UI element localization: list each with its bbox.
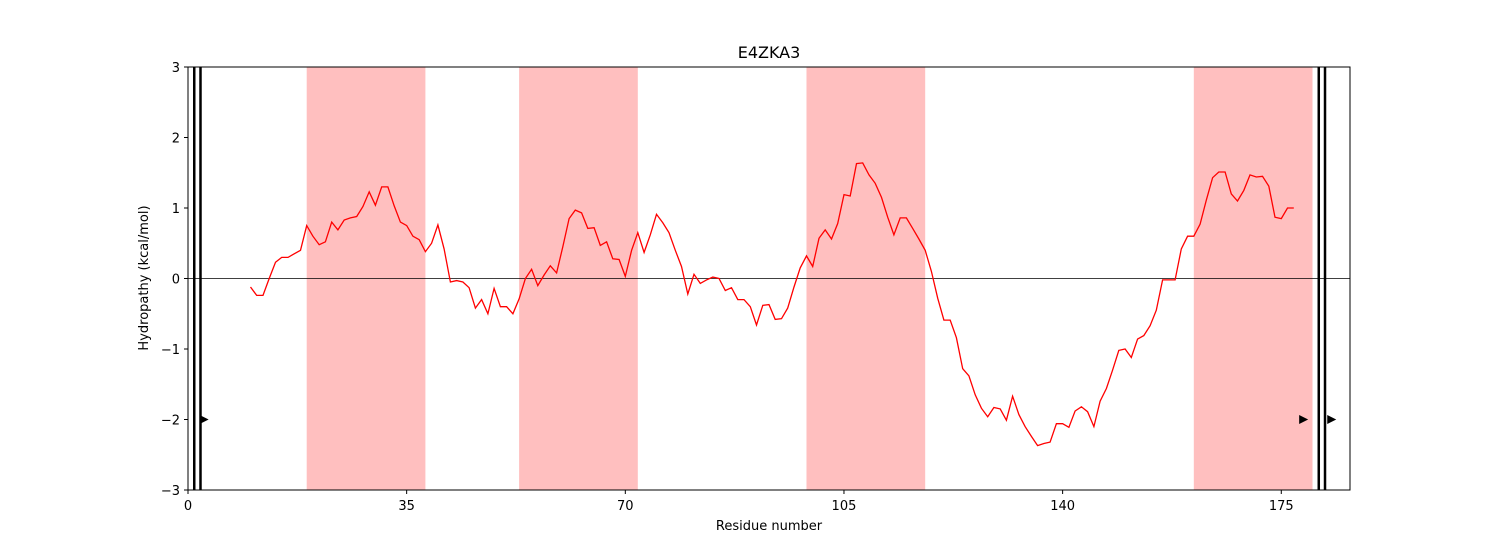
markers	[199, 415, 1337, 424]
x-tick-label: 140	[1050, 499, 1075, 514]
marker-triangle	[199, 415, 209, 424]
hydropathy-series-line	[249, 162, 1294, 447]
y-tick-label: 2	[172, 132, 180, 147]
marker-triangle	[1327, 415, 1337, 424]
x-tick-label: 0	[184, 499, 192, 514]
x-tick-label: 105	[832, 499, 857, 514]
y-axis-ticks: −3 −2 −1 0 1 2 3	[161, 61, 188, 499]
x-axis-label: Residue number	[716, 519, 823, 534]
y-tick-label: 3	[172, 61, 180, 76]
y-tick-label: −1	[161, 343, 180, 358]
chart-title: E4ZKA3	[738, 43, 801, 62]
y-axis-label: Hydropathy (kcal/mol)	[137, 205, 152, 350]
x-tick-label: 35	[398, 499, 415, 514]
marker-triangle	[1299, 415, 1309, 424]
x-tick-label: 175	[1269, 499, 1294, 514]
x-tick-label: 70	[617, 499, 634, 514]
x-axis-ticks: 0 35 70 105 140 175	[184, 490, 1294, 514]
y-tick-label: 1	[172, 202, 180, 217]
y-tick-label: 0	[172, 273, 180, 288]
y-tick-label: −3	[161, 484, 180, 499]
y-tick-label: −2	[161, 414, 180, 429]
